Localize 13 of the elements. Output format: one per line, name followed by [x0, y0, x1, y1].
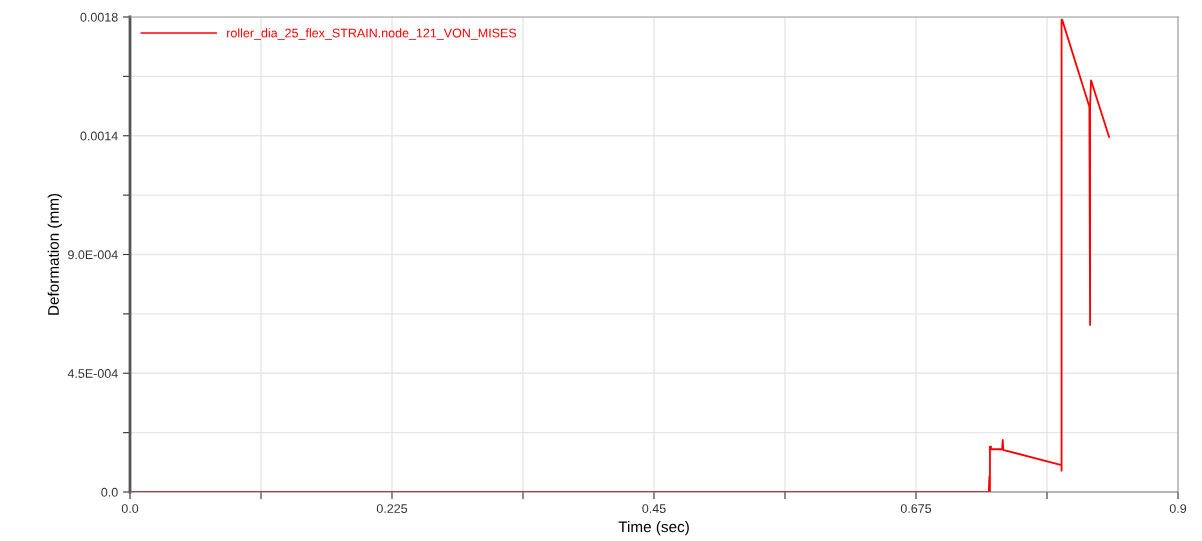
x-tick-label: 0.225 — [376, 504, 408, 513]
y-tick-label: 9.0E-004 — [68, 250, 118, 260]
y-tick-label: 0.0014 — [80, 131, 118, 141]
text: roller_dia_25_flex_STRAIN.node_121_VON_MISES — [227, 28, 517, 40]
x-tick-label: 0.9 — [1169, 504, 1187, 513]
y-tick-label: 0.0 — [101, 487, 118, 497]
x-tick-label: 0.675 — [900, 504, 932, 513]
y-tick-label: 4.5E-004 — [67, 369, 118, 378]
y-tick-label: 0.0018 — [80, 12, 118, 22]
y-axis-title: Deformation (mm) — [47, 193, 62, 315]
x-tick-label: 0.45 — [642, 504, 666, 513]
x-axis-title: Time (sec) — [618, 521, 689, 536]
x-tick-label: 0.0 — [121, 504, 139, 513]
